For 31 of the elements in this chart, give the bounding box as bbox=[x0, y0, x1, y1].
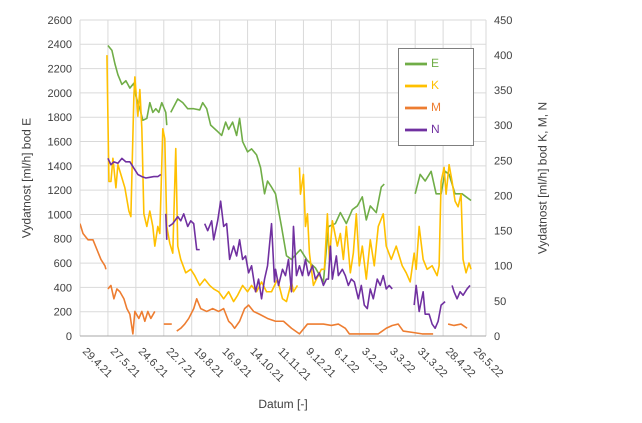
y-tick-label: 600 bbox=[54, 258, 72, 270]
y2-tick-label: 400 bbox=[494, 50, 512, 62]
y-axis-title: Vydatnost [ml/h] bod E bbox=[19, 118, 34, 238]
y2-tick-label: 0 bbox=[494, 330, 500, 343]
y-tick-label: 1400 bbox=[48, 160, 72, 173]
y2-tick-label: 150 bbox=[494, 226, 512, 238]
legend-label: N bbox=[431, 122, 440, 136]
y2-tick-label: 100 bbox=[494, 260, 512, 273]
y2-tick-label: 250 bbox=[494, 155, 512, 168]
y2-tick-label: 350 bbox=[494, 85, 512, 98]
y-tick-label: 800 bbox=[54, 234, 72, 246]
y-tick-label: 1600 bbox=[48, 136, 72, 148]
y2-tick-label: 200 bbox=[494, 190, 512, 202]
y-tick-label: 400 bbox=[54, 282, 72, 294]
y-tick-label: 1000 bbox=[48, 209, 72, 222]
y-tick-label: 0 bbox=[66, 330, 72, 343]
y-tick-label: 1200 bbox=[48, 185, 72, 198]
y2-axis-title: Vydatnost [ml/h] bod K, M, N bbox=[535, 102, 550, 254]
y-tick-label: 2600 bbox=[48, 14, 72, 27]
y-tick-label: 1800 bbox=[48, 112, 72, 124]
y2-tick-label: 50 bbox=[494, 296, 506, 308]
x-axis-title: Datum [-] bbox=[258, 397, 308, 411]
y-tick-label: 2000 bbox=[48, 88, 72, 100]
y2-tick-label: 300 bbox=[494, 120, 512, 132]
y-tick-label: 2400 bbox=[48, 39, 72, 52]
legend-label: M bbox=[431, 100, 441, 114]
y2-tick-label: 450 bbox=[494, 14, 512, 27]
y-tick-label: 200 bbox=[54, 306, 72, 319]
legend-label: E bbox=[431, 56, 440, 70]
y-tick-label: 2200 bbox=[48, 64, 72, 76]
legend-label: K bbox=[431, 78, 440, 92]
